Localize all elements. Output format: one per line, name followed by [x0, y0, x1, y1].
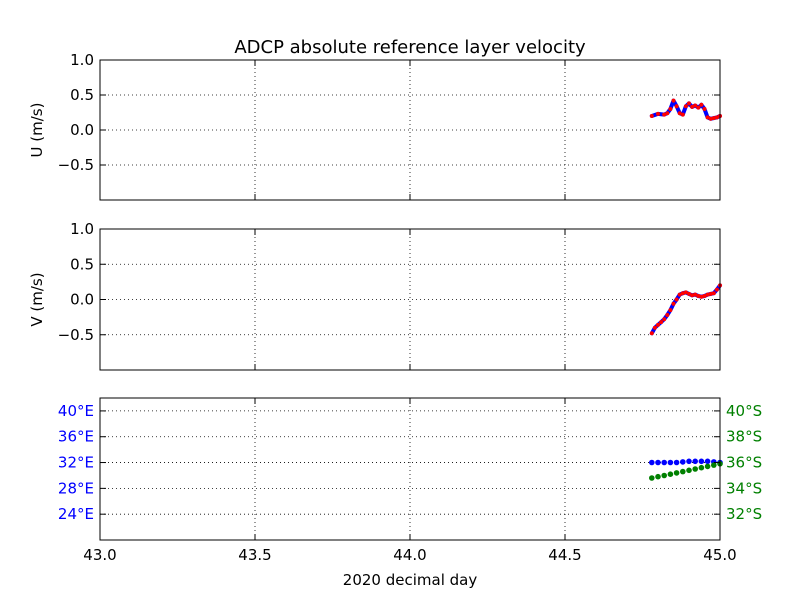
u-ytick-label-2: 0.0	[70, 121, 94, 139]
position-ytick-right-label-2: 36°S	[726, 454, 762, 472]
position-series1-point-5	[680, 468, 686, 475]
chart-title: ADCP absolute reference layer velocity	[234, 37, 586, 58]
position-series1-point-0	[649, 475, 655, 481]
u-point-12	[693, 103, 698, 108]
xtick-label-4: 45.0	[703, 546, 736, 564]
position-series1-point-9	[704, 463, 711, 470]
v-point-1	[652, 325, 657, 330]
v-point-21	[714, 287, 719, 292]
u-y-axis-label: U (m/s)	[28, 103, 46, 158]
position-series1-point-4	[673, 470, 680, 476]
v-point-12	[687, 291, 691, 296]
position-series0-point-0	[649, 459, 655, 466]
v-point-18	[705, 292, 710, 297]
v-point-6	[668, 308, 673, 313]
u-point-7	[677, 111, 682, 116]
position-series0-point-4	[673, 459, 680, 466]
v-point-7	[671, 301, 676, 306]
position-series0-point-3	[667, 459, 674, 466]
position-ytick-right-label-4: 40°S	[726, 402, 762, 420]
v-point-0	[649, 331, 654, 336]
u-ytick-label-1: 0.5	[70, 86, 94, 104]
u-point-2	[662, 112, 667, 117]
u-point-18	[711, 116, 716, 121]
v-y-axis-label: V (m/s)	[28, 272, 46, 326]
v-point-19	[708, 291, 713, 296]
v-ytick-label-3: −0.5	[58, 326, 94, 344]
u-point-17	[708, 116, 713, 121]
position-series0-point-5	[680, 459, 686, 465]
position-series1-point-10	[711, 462, 717, 468]
position-ytick-label-4: 24°E	[58, 505, 94, 523]
xtick-label-1: 43.5	[238, 546, 271, 564]
u-point-1	[656, 111, 660, 116]
v-point-5	[665, 313, 670, 317]
xtick-label-0: 43.0	[83, 546, 116, 564]
v-point-9	[677, 292, 682, 297]
v-point-10	[680, 291, 685, 296]
v-point-4	[662, 317, 667, 322]
v-point-17	[702, 294, 707, 298]
v-ytick-label-1: 0.5	[70, 255, 94, 273]
position-series0-point-6	[686, 458, 692, 465]
v-point-15	[696, 294, 701, 298]
v-point-14	[693, 292, 698, 297]
position-series0-point-8	[698, 458, 705, 465]
position-series0-point-9	[704, 458, 711, 465]
v-ytick-label-0: 1.0	[70, 220, 94, 238]
position-series1-point-3	[667, 471, 674, 478]
position-ytick-right-label-0: 32°S	[726, 505, 762, 523]
position-series1-point-2	[661, 472, 667, 479]
u-point-10	[687, 101, 691, 106]
position-series1-point-6	[686, 467, 692, 474]
u-point-13	[696, 105, 701, 110]
position-ytick-label-3: 28°E	[58, 479, 94, 497]
u-point-9	[683, 104, 688, 109]
u-velocity-panel: 1.0 0.5 0.0 −0.5 U (m/s)	[28, 51, 722, 201]
v-point-13	[690, 293, 695, 298]
xtick-label-3: 44.5	[548, 546, 581, 564]
v-point-20	[711, 291, 716, 296]
x-axis-label: 2020 decimal day	[343, 571, 478, 589]
position-ytick-label-1: 36°E	[58, 428, 94, 446]
position-series1-point-7	[692, 466, 698, 472]
position-ytick-right-label-3: 38°S	[726, 428, 762, 446]
u-series-line	[649, 98, 722, 121]
u-point-15	[702, 107, 707, 111]
position-panel: 40°E 36°E 32°E 28°E 24°E 32°S 34°S 36°S 38°S 40°S…	[58, 397, 762, 564]
position-ytick-label-0: 40°E	[58, 402, 94, 420]
xtick-label-2: 44.0	[393, 546, 426, 564]
u-ytick-label-0: 1.0	[70, 51, 94, 69]
position-ytick-label-2: 32°E	[58, 454, 94, 472]
position-ytick-right-label-1: 34°S	[726, 479, 762, 497]
v-ytick-label-2: 0.0	[70, 291, 94, 309]
v-point-3	[659, 320, 664, 325]
v-point-11	[683, 290, 688, 295]
u-point-5	[671, 98, 676, 103]
v-velocity-panel: 1.0 0.5 0.0 −0.5 V (m/s)	[28, 220, 722, 371]
v-point-8	[674, 297, 679, 302]
u-point-14	[699, 102, 704, 107]
u-point-6	[674, 104, 679, 109]
u-point-19	[714, 115, 719, 120]
u-point-8	[680, 112, 685, 117]
position-series0-point-7	[692, 458, 698, 465]
position-series1-point-1	[655, 473, 661, 480]
position-series0-point-2	[661, 459, 667, 466]
position-series1-point-8	[698, 464, 705, 471]
position-series0-point-1	[655, 459, 661, 466]
u-point-4	[668, 107, 673, 111]
u-point-11	[690, 104, 695, 109]
u-point-0	[649, 114, 654, 118]
u-point-16	[705, 115, 710, 120]
u-ytick-label-3: −0.5	[58, 156, 94, 174]
v-point-2	[656, 322, 660, 327]
v-point-16	[699, 294, 704, 299]
u-point-3	[665, 111, 670, 116]
